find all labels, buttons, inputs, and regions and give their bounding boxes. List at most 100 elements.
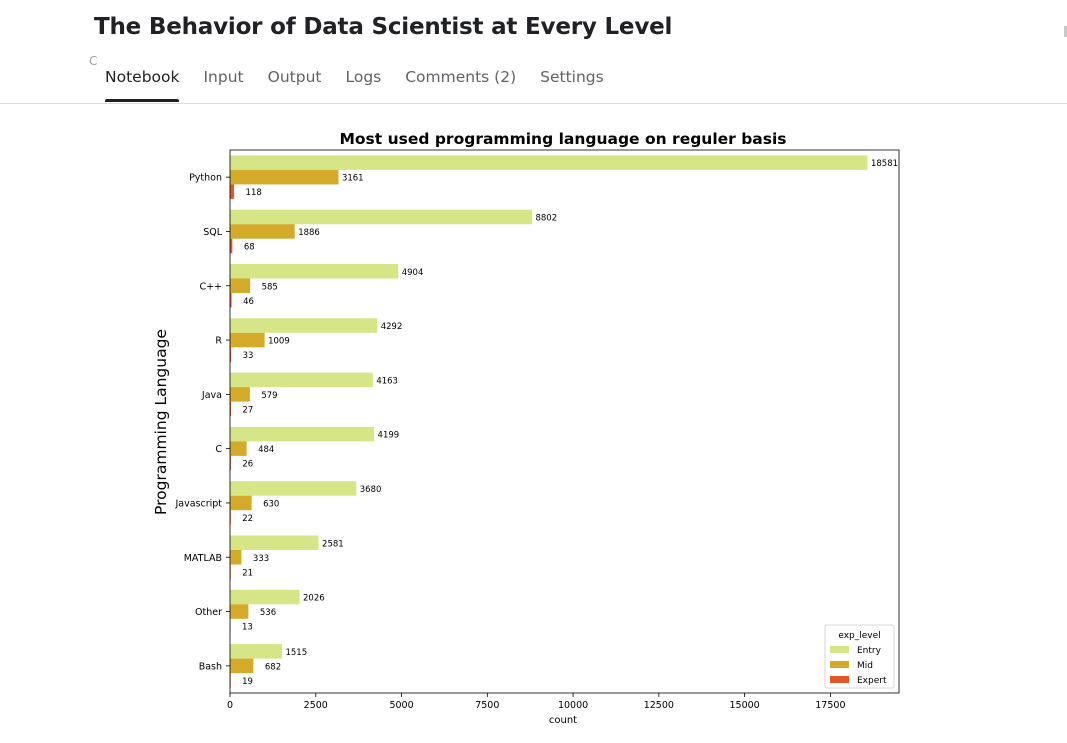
tab-input[interactable]: Input [203, 68, 244, 86]
data-label: 682 [265, 662, 281, 672]
data-label: 2581 [322, 539, 344, 549]
data-label: 1515 [285, 648, 307, 658]
legend-label-expert: Expert [857, 676, 887, 686]
bar-javascript-mid [230, 495, 252, 511]
data-label: 46 [243, 297, 254, 307]
bar-other-mid [230, 604, 249, 619]
data-label: 19 [242, 677, 253, 687]
bar-python-expert [230, 184, 235, 199]
truncated-glyph: C [89, 54, 98, 68]
data-label: 1009 [268, 337, 290, 347]
bar-java-entry [230, 372, 373, 388]
legend-swatch-entry [830, 646, 849, 653]
bar-python-mid [230, 169, 339, 185]
y-axis-label: Programming Language [152, 329, 170, 515]
bar-other-entry [230, 589, 300, 605]
x-tick-label: 17500 [815, 700, 845, 711]
data-label: 68 [244, 242, 255, 252]
bar-sql-expert [230, 238, 233, 254]
bar-c-expert [230, 293, 232, 308]
bar-c-expert [230, 455, 231, 471]
bar-python-entry [230, 155, 868, 170]
data-label: 630 [263, 499, 279, 509]
x-tick-label: 7500 [475, 700, 499, 711]
data-label: 579 [261, 391, 277, 401]
x-tick-label: 15000 [729, 700, 759, 711]
bar-matlab-entry [230, 535, 319, 550]
data-label: 27 [242, 405, 253, 415]
legend-swatch-expert [830, 676, 849, 683]
y-tick-label: R [215, 336, 222, 347]
bar-r-mid [230, 332, 265, 348]
data-label: 4199 [378, 431, 400, 441]
data-label: 13 [242, 623, 253, 633]
bar-java-mid [230, 387, 250, 402]
x-tick-label: 2500 [304, 700, 328, 711]
legend-swatch-mid [830, 661, 849, 668]
y-tick-label: Other [195, 607, 222, 618]
data-label: 18581 [871, 159, 898, 169]
y-tick-label: Javascript [174, 498, 222, 509]
data-label: 8802 [535, 213, 557, 223]
bar-matlab-mid [230, 550, 242, 565]
tab-divider [0, 103, 1067, 104]
axes-group: Python SQL C++ R Java C Javascript MATLAB Other B… [174, 149, 900, 711]
page-title: The Behavior of Data Scientist at Every … [94, 14, 673, 40]
y-tick-label: C [215, 444, 222, 455]
data-label: 4904 [402, 268, 424, 278]
y-tick-label: MATLAB [184, 553, 222, 564]
x-tick-label: 0 [227, 700, 233, 711]
legend-label-mid: Mid [857, 661, 873, 671]
bar-bash-mid [230, 658, 254, 674]
bar-r-entry [230, 318, 378, 333]
data-label: 2026 [303, 594, 325, 604]
data-label: 333 [253, 554, 269, 564]
y-tick-label: C++ [199, 281, 222, 292]
x-axis-label: count [549, 715, 577, 726]
data-label: 4163 [376, 376, 398, 386]
tab-output[interactable]: Output [267, 68, 322, 86]
plot-frame [229, 149, 900, 694]
data-label: 536 [260, 608, 276, 618]
bar-bash-entry [230, 644, 282, 659]
notebook-tabs: Notebook Input Output Logs Comments (2) … [105, 68, 628, 102]
data-label: 21 [242, 568, 253, 578]
data-label: 4292 [381, 322, 403, 332]
tab-comments[interactable]: Comments (2) [405, 68, 517, 86]
legend-title: exp_level [838, 631, 880, 641]
bar-sql-mid [230, 224, 295, 239]
bar-c-mid [230, 278, 251, 293]
legend-box [824, 624, 895, 689]
bar-r-expert [230, 347, 232, 362]
y-tick-label: Bash [199, 661, 222, 672]
tab-settings[interactable]: Settings [540, 68, 604, 86]
bars-group: 18581 3161 118 8802 1886 68 4904 585 46 4292 1009 3… [230, 155, 898, 688]
edge-control[interactable] [1064, 26, 1067, 37]
x-tick-label: 12500 [644, 700, 674, 711]
bar-java-expert [230, 401, 231, 417]
y-tick-label: Java [201, 390, 222, 401]
tab-logs[interactable]: Logs [345, 68, 382, 86]
y-tick-label: SQL [203, 227, 223, 238]
bar-javascript-entry [230, 481, 357, 496]
data-label: 3680 [360, 485, 382, 495]
data-label: 585 [262, 282, 278, 292]
chart-title: Most used programming language on regule… [339, 130, 786, 148]
data-label: 3161 [342, 174, 364, 184]
bar-c-entry [230, 264, 399, 279]
x-tick-label: 5000 [389, 700, 413, 711]
y-tick-label: Python [189, 173, 222, 184]
bar-c-entry [230, 426, 375, 442]
data-label: 26 [242, 460, 253, 470]
data-label: 484 [258, 445, 274, 455]
bar-sql-entry [230, 209, 532, 225]
data-label: 118 [246, 188, 262, 198]
data-label: 22 [242, 514, 253, 524]
tab-notebook[interactable]: Notebook [105, 68, 180, 102]
x-tick-label: 10000 [558, 700, 588, 711]
legend-label-entry: Entry [857, 646, 882, 656]
chart-legend: exp_level Entry Mid Expert [824, 624, 895, 689]
data-label: 33 [243, 351, 254, 361]
bar-c-mid [230, 441, 247, 456]
